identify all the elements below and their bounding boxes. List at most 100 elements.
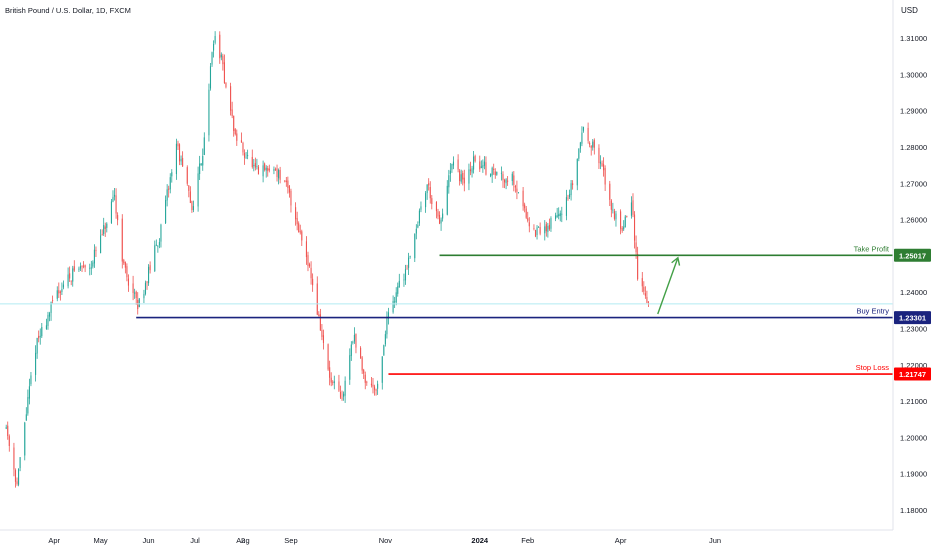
candle-body (344, 380, 346, 396)
y-tick-label: 1.27000 (900, 179, 927, 188)
candle-body (7, 425, 9, 437)
candle-body (230, 86, 232, 111)
candle-body (268, 168, 270, 171)
candle-body (511, 173, 513, 182)
candle-body (633, 214, 636, 241)
candle-body (90, 267, 92, 269)
x-tick-label: Apr (615, 536, 627, 545)
candle-body (223, 62, 225, 84)
candle-body (471, 168, 473, 173)
candle-body (522, 190, 524, 207)
y-tick-label: 1.30000 (900, 70, 927, 79)
candle-body (392, 300, 394, 313)
candle-body (395, 292, 397, 303)
candle-body (287, 180, 289, 188)
candle-body (307, 255, 309, 267)
candle-body (473, 156, 475, 170)
candle-body (568, 194, 571, 198)
candle-body (502, 174, 504, 181)
candle-body (242, 143, 244, 153)
candle-body (209, 66, 212, 89)
candle-body (327, 344, 329, 370)
candle-body (641, 278, 643, 287)
candle-body (329, 367, 331, 378)
candle-body (84, 265, 86, 268)
candle-body (288, 186, 290, 193)
candle-body (550, 218, 552, 229)
candle-body (321, 330, 323, 337)
candle-body (603, 164, 605, 171)
candle-body (168, 188, 170, 190)
candle-body (157, 245, 159, 247)
symbol-title: British Pound / U.S. Dollar, 1D, FXCM (5, 6, 131, 15)
candle-body (308, 264, 311, 267)
candle-body (373, 386, 376, 390)
candle-body (352, 341, 354, 343)
candle-body (25, 414, 27, 421)
candle-body (132, 283, 134, 294)
candle-body (219, 34, 221, 59)
candle-body (592, 141, 594, 148)
candle-body (211, 52, 213, 65)
candle-body (278, 169, 280, 179)
candle-body (72, 268, 74, 282)
candle-body (115, 195, 117, 214)
candle-body (570, 183, 572, 196)
candle-body (127, 278, 130, 286)
candle-body (581, 132, 583, 144)
candle-body (448, 175, 450, 188)
time-axis[interactable]: Apr Jun Jul 2 Sep Nov 2024 Feb Apr May Jun Aug (48, 536, 721, 545)
candle-body (319, 314, 321, 331)
candle-body (513, 175, 515, 185)
candle-body (169, 177, 171, 190)
candle-body (468, 169, 470, 184)
candle-body (527, 218, 529, 221)
candle-body (483, 161, 485, 166)
candle-body (567, 197, 569, 199)
candle-body (350, 344, 352, 356)
candle-body (253, 165, 255, 166)
candle-body (375, 389, 377, 391)
candle-body (428, 183, 430, 186)
candle-body (534, 230, 537, 237)
candle-body (267, 168, 269, 171)
currency-button[interactable]: USD (901, 6, 918, 15)
candle-body (503, 179, 506, 183)
candle-body (349, 355, 351, 380)
x-tick-label: 2 (241, 536, 245, 545)
candle-body (576, 158, 578, 186)
candle-body (363, 369, 365, 374)
candle-body (514, 186, 516, 188)
candle-body (505, 179, 507, 184)
candle-body (52, 300, 54, 301)
candle-body (332, 381, 334, 383)
stop-loss-price-tag (894, 367, 931, 381)
candle-body (143, 293, 145, 299)
candle-body (429, 186, 431, 199)
candle-body (28, 386, 30, 399)
candle-body (69, 273, 71, 279)
candle-body (50, 302, 52, 314)
candle-body (590, 145, 592, 148)
candle-body (343, 393, 345, 397)
candle-body (124, 262, 126, 268)
candle-body (279, 169, 281, 180)
y-tick-label: 1.23000 (900, 325, 927, 334)
arrow-head (671, 256, 681, 266)
stop-loss-label: Stop Loss (856, 363, 890, 372)
candle-body (435, 202, 437, 212)
candle-body (366, 381, 368, 383)
annotation-layer (657, 256, 681, 315)
candle-body (377, 383, 379, 389)
candle-body (175, 143, 177, 175)
candle-body (457, 159, 459, 170)
candle-body (154, 245, 156, 272)
candle-body (301, 231, 303, 241)
candle-body (383, 345, 385, 356)
candle-body (491, 167, 493, 176)
x-tick-label: Apr (48, 536, 60, 545)
candle-body (180, 158, 182, 162)
candle-body (452, 161, 455, 166)
candle-body (225, 82, 227, 88)
